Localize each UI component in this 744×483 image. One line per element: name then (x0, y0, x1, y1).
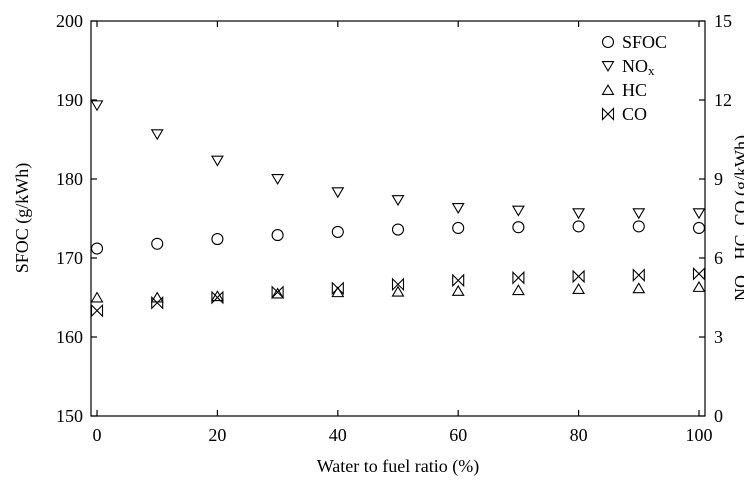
data-point-nox (391, 195, 405, 207)
right-y-tick-label: 0 (714, 406, 723, 426)
legend-marker-hc (601, 83, 615, 95)
data-point-nox (210, 155, 224, 167)
data-point-nox (572, 208, 586, 220)
legend-label-co: CO (622, 104, 647, 124)
data-point-co (331, 281, 344, 296)
data-point-sfoc (151, 237, 164, 250)
left-y-tick-label: 160 (56, 327, 83, 347)
data-point-co (211, 290, 224, 305)
data-point-co (572, 269, 585, 284)
legend-label-nox: NOx (622, 56, 655, 78)
data-point-sfoc (512, 221, 525, 234)
x-tick-label: 0 (93, 425, 102, 445)
right-y-axis-label: NOx, HC, CO (g/kWh) (731, 135, 744, 301)
x-axis-label: Water to fuel ratio (%) (317, 456, 479, 477)
left-y-tick-label: 170 (56, 248, 83, 268)
left-y-tick-label: 200 (56, 11, 83, 31)
data-point-hc (511, 284, 525, 296)
data-point-sfoc (572, 220, 585, 233)
data-point-co (692, 266, 706, 281)
data-point-sfoc (452, 221, 465, 235)
data-point-hc (391, 285, 405, 297)
data-point-sfoc (211, 232, 224, 246)
data-point-sfoc (692, 221, 706, 235)
right-y-tick-label: 15 (714, 11, 732, 31)
data-point-sfoc (271, 229, 284, 242)
data-point-co (391, 277, 405, 292)
data-point-nox (271, 174, 285, 186)
right-y-axis-label-subscript: x (738, 268, 744, 275)
x-tick-label: 40 (329, 425, 347, 445)
legend-marker-sfoc (601, 35, 615, 49)
data-point-co (632, 268, 645, 282)
data-point-nox (632, 208, 646, 220)
x-tick-label: 80 (570, 425, 588, 445)
left-y-tick-label: 180 (56, 169, 83, 189)
x-tick-label: 60 (449, 425, 467, 445)
right-y-tick-label: 9 (714, 169, 723, 189)
data-point-sfoc (632, 220, 645, 233)
data-point-nox (150, 129, 164, 141)
left-y-axis-label: SFOC (g/kWh) (12, 163, 33, 274)
right-y-tick-label: 3 (714, 327, 723, 347)
data-point-nox (451, 203, 465, 215)
data-point-sfoc (331, 225, 344, 238)
data-point-sfoc (90, 242, 104, 255)
legend-label-sfoc: SFOC (622, 32, 667, 52)
left-y-axis-ticks: 150 160 170 180 190 200 (56, 11, 97, 426)
x-tick-label: 100 (685, 425, 712, 445)
data-point-nox (692, 208, 706, 220)
legend-marker-co (601, 107, 615, 121)
data-point-hc (632, 282, 646, 294)
right-y-tick-label: 12 (714, 90, 732, 110)
data-point-nox (90, 100, 104, 112)
legend-marker-nox (601, 61, 615, 73)
legend-label-hc: HC (622, 80, 647, 100)
data-point-hc (331, 286, 345, 298)
data-points (90, 100, 706, 318)
data-point-hc (210, 290, 224, 302)
data-point-co (512, 270, 525, 285)
right-y-axis-label-part-1: NO (731, 275, 744, 301)
data-point-hc (572, 283, 586, 295)
x-tick-label: 20 (208, 425, 226, 445)
left-y-tick-label: 150 (56, 406, 83, 426)
data-point-co (271, 285, 284, 300)
data-point-co (452, 273, 465, 288)
data-point-co (151, 295, 164, 310)
right-y-axis-ticks: 0 3 6 9 12 15 (699, 11, 732, 426)
left-y-tick-label: 190 (56, 90, 83, 110)
data-point-hc (150, 291, 164, 303)
data-point-nox (331, 187, 345, 199)
data-point-hc (451, 284, 465, 296)
data-point-nox (511, 205, 525, 217)
data-point-co (90, 303, 104, 318)
data-point-hc (90, 291, 104, 303)
data-point-hc (692, 280, 706, 292)
plot-frame (90, 20, 706, 417)
x-axis-ticks: 0 20 40 60 80 100 (93, 21, 712, 445)
right-y-tick-label: 6 (714, 248, 723, 268)
right-y-axis-label-part-2: , HC, CO (g/kWh) (731, 135, 744, 269)
data-point-sfoc (391, 223, 405, 236)
data-point-hc (271, 287, 285, 299)
